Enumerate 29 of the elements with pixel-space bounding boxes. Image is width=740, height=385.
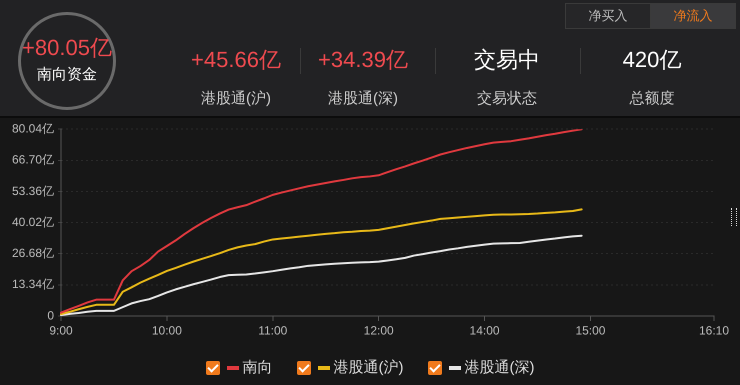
text: 港股通(深) [327, 89, 399, 108]
text: +45.66亿 [190, 46, 282, 74]
text: 总额度 [628, 89, 676, 108]
x-tick-label: 9:00 [49, 324, 73, 338]
text: 净流入 [650, 3, 736, 29]
text: 交易中 [473, 46, 541, 74]
y-tick-label: 53.36亿 [12, 184, 54, 198]
x-tick-label: 16:10 [698, 324, 730, 338]
text: 南向资金 [36, 65, 98, 84]
text: +80.05亿 [21, 34, 113, 62]
text: 交易状态 [476, 89, 538, 108]
x-tick-label: 11:00 [258, 324, 288, 338]
y-tick-label: 40.02亿 [12, 214, 54, 229]
y-tick-label: 66.70亿 [12, 152, 54, 167]
text: 净买入 [565, 3, 651, 29]
legend-label: 南向 [242, 358, 272, 377]
text: 420亿 [622, 46, 682, 74]
y-tick-label: 0 [47, 308, 54, 322]
x-tick-label: 15:00 [575, 324, 606, 338]
legend-label: 港股通(沪) [334, 358, 404, 377]
x-tick-label: 10:00 [152, 324, 182, 338]
text: +34.39亿 [317, 46, 409, 74]
y-tick-label: 80.04亿 [12, 122, 54, 136]
text: 港股通(沪) [200, 89, 272, 108]
legend-label: 港股通(深) [464, 358, 534, 377]
x-tick-label: 12:00 [364, 324, 394, 338]
y-tick-label: 26.68亿 [12, 246, 54, 260]
x-tick-label: 14:00 [470, 324, 500, 338]
y-tick-label: 13.34亿 [12, 277, 54, 292]
